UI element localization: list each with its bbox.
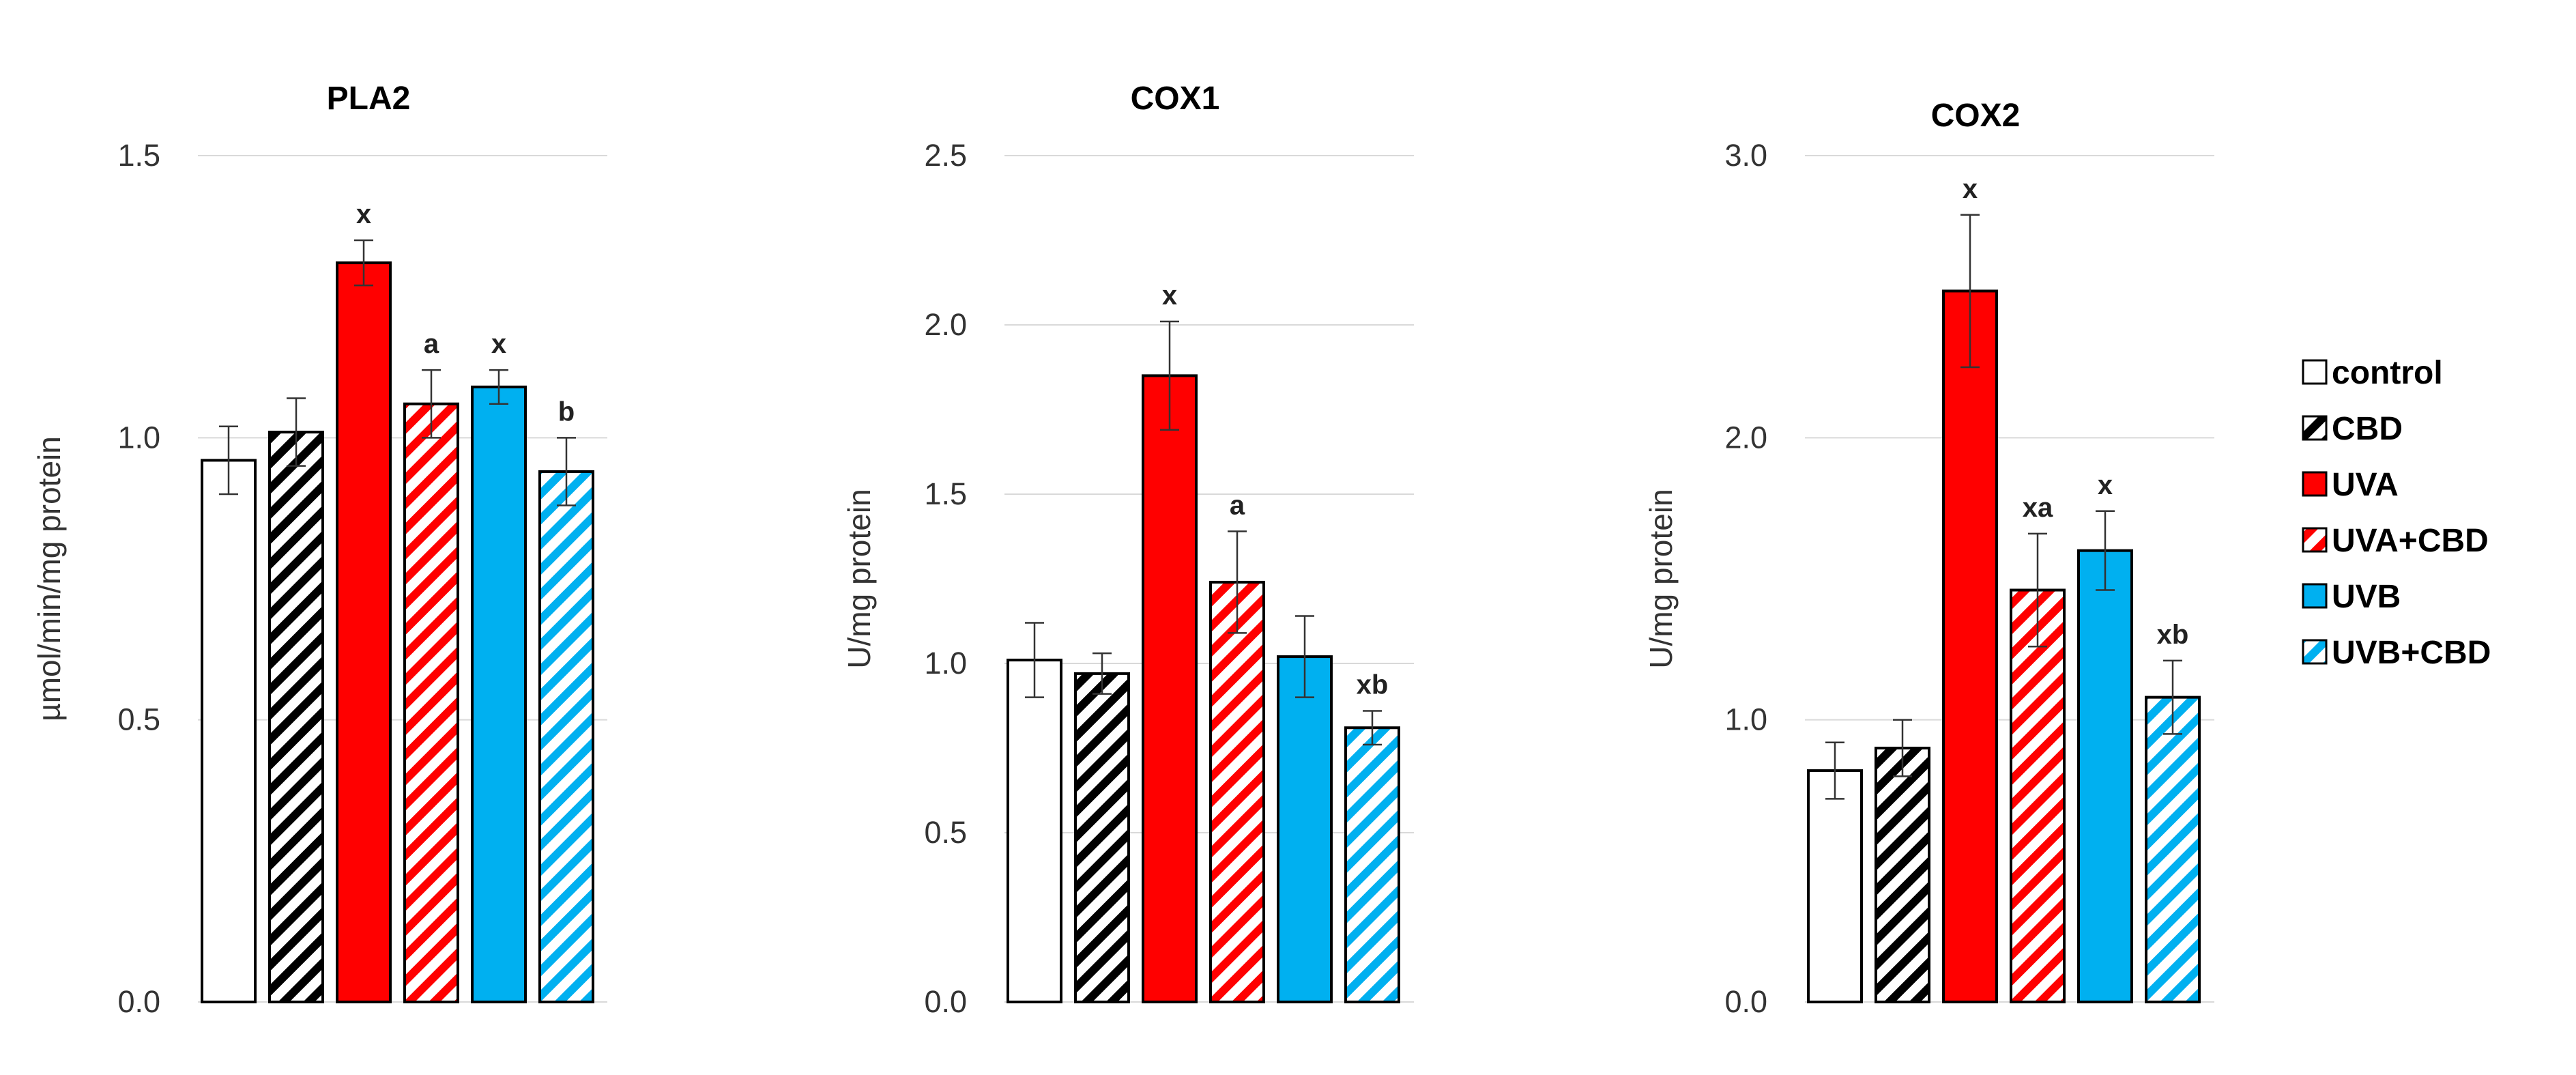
- error-bar: [2163, 659, 2182, 735]
- bar-cbd: [268, 431, 324, 1003]
- error-bar: [287, 397, 306, 467]
- y-tick-label: 0.0: [117, 984, 160, 1019]
- significance-label: xa: [2023, 493, 2053, 523]
- y-tick-label: 0.0: [1724, 984, 1767, 1019]
- bar-uvb-cbd: [2145, 696, 2201, 1003]
- bar-uvb-cbd: [1344, 726, 1400, 1003]
- error-bar: [1960, 214, 1980, 369]
- error-bar: [1893, 719, 1912, 777]
- legend-swatch: [2302, 583, 2328, 609]
- y-axis-label: U/mg protein: [841, 489, 877, 668]
- y-axis-label: µmol/min/mg protein: [31, 436, 67, 721]
- y-tick-label: 0.5: [924, 815, 967, 850]
- legend-item-uvb-cbd: UVB+CBD: [2302, 635, 2491, 671]
- legend-item-control: control: [2302, 355, 2443, 391]
- y-tick-label: 1.0: [924, 646, 967, 680]
- legend-item-cbd: CBD: [2302, 411, 2403, 447]
- legend-label: UVB+CBD: [2332, 635, 2491, 671]
- significance-label: a: [424, 329, 439, 359]
- bar-control: [201, 459, 257, 1003]
- legend-label: UVA+CBD: [2332, 523, 2489, 559]
- bar-control: [1007, 659, 1062, 1003]
- bar-uvb-cbd: [538, 470, 594, 1003]
- y-tick-label: 1.5: [924, 476, 967, 511]
- bar-control: [1807, 769, 1863, 1003]
- error-bar: [422, 369, 441, 439]
- chart-title: PLA2: [327, 81, 411, 117]
- significance-label: xb: [1357, 670, 1389, 700]
- bar-uva-cbd: [1209, 580, 1265, 1003]
- error-bar: [1295, 615, 1314, 698]
- error-bar: [354, 239, 373, 287]
- bar-uva-cbd: [403, 402, 459, 1003]
- error-bar: [1363, 710, 1382, 746]
- error-bar: [219, 425, 238, 496]
- y-tick-label: 1.0: [117, 420, 160, 455]
- bar-uva-cbd: [2010, 588, 2066, 1003]
- legend-label: UVB: [2332, 579, 2401, 615]
- legend-label: control: [2332, 355, 2443, 391]
- y-tick-label: 0.5: [117, 702, 160, 737]
- bar-uvb: [1277, 655, 1333, 1004]
- legend-swatch: [2302, 527, 2328, 553]
- significance-label: x: [356, 199, 371, 229]
- legend-swatch: [2302, 471, 2328, 497]
- panel-cox2: 0.0 1.0 2.0 3.0 COX2 U/mg protein x xa x xb: [1643, 98, 2214, 1019]
- y-tick-label: 2.5: [924, 138, 967, 173]
- legend-item-uvb: UVB: [2302, 579, 2401, 615]
- y-tick-label: 1.0: [1724, 702, 1767, 737]
- chart-title: COX1: [1131, 81, 1220, 117]
- significance-label: x: [1162, 281, 1177, 311]
- panel-pla2: 0.0 0.5 1.0 1.5 PLA2 µmol/min/mg protein x a x b: [31, 81, 607, 1019]
- legend-swatch: [2302, 415, 2328, 441]
- error-bar: [1825, 741, 1844, 800]
- error-bar: [489, 369, 508, 405]
- error-bar: [1025, 622, 1044, 698]
- bar-uva: [336, 261, 392, 1004]
- y-axis-label: U/mg protein: [1643, 489, 1679, 668]
- chart-title: COX2: [1931, 98, 2021, 134]
- significance-label: x: [491, 329, 506, 359]
- bar-uvb: [2077, 549, 2133, 1003]
- error-bar: [557, 437, 576, 506]
- significance-label: b: [558, 397, 575, 427]
- y-tick-label: 1.5: [117, 138, 160, 173]
- legend-item-uva: UVA: [2302, 467, 2399, 503]
- significance-label: xb: [2157, 620, 2189, 650]
- legend-swatch: [2302, 359, 2328, 385]
- error-bar: [2096, 510, 2115, 591]
- legend: control CBD UVA UVA+CBD UVB UVB+CBD: [2302, 355, 2491, 671]
- legend-item-uva-cbd: UVA+CBD: [2302, 523, 2489, 559]
- error-bar: [1160, 320, 1179, 431]
- y-tick-label: 3.0: [1724, 138, 1767, 173]
- significance-label: x: [2098, 470, 2113, 500]
- bar-cbd: [1875, 747, 1930, 1003]
- significance-label: x: [1963, 174, 1978, 204]
- error-bar: [1092, 652, 1112, 695]
- bar-uva: [1142, 374, 1198, 1003]
- significance-label: a: [1230, 491, 1245, 521]
- panel-cox1: 0.0 0.5 1.0 1.5 2.0 2.5 COX1 U/mg protein x a xb: [841, 81, 1414, 1019]
- y-tick-label: 2.0: [1724, 420, 1767, 455]
- y-tick-label: 2.0: [924, 307, 967, 342]
- legend-label: UVA: [2332, 467, 2399, 503]
- legend-label: CBD: [2332, 411, 2403, 447]
- bar-cbd: [1074, 672, 1130, 1003]
- y-tick-label: 0.0: [924, 984, 967, 1019]
- bar-uva: [1942, 289, 1998, 1003]
- bar-uvb: [471, 385, 527, 1003]
- error-bar: [2028, 532, 2047, 648]
- error-bar: [1228, 530, 1247, 634]
- legend-swatch: [2302, 639, 2328, 665]
